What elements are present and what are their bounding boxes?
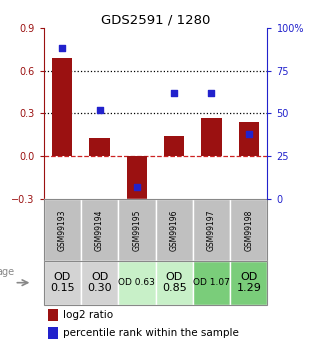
Text: OD 1.07: OD 1.07 [193,278,230,287]
Text: age: age [0,267,14,277]
Text: GSM99195: GSM99195 [132,209,141,251]
Text: OD
0.15: OD 0.15 [50,272,75,294]
FancyBboxPatch shape [118,199,156,260]
Text: OD
0.85: OD 0.85 [162,272,187,294]
Title: GDS2591 / 1280: GDS2591 / 1280 [101,13,210,27]
FancyBboxPatch shape [230,260,267,305]
Point [246,131,251,137]
Point [172,90,177,96]
Text: log2 ratio: log2 ratio [63,310,113,320]
Point [134,185,139,190]
FancyBboxPatch shape [156,260,193,305]
Bar [164,136,184,156]
Text: GSM99196: GSM99196 [170,209,179,251]
Text: GSM99197: GSM99197 [207,209,216,251]
FancyBboxPatch shape [193,260,230,305]
FancyBboxPatch shape [44,260,81,305]
Bar [127,156,147,206]
Bar [48,309,58,321]
FancyBboxPatch shape [81,199,118,260]
Bar [89,138,110,156]
FancyBboxPatch shape [44,199,81,260]
Bar [52,58,72,156]
FancyBboxPatch shape [193,199,230,260]
Text: GSM99198: GSM99198 [244,209,253,250]
FancyBboxPatch shape [118,260,156,305]
Point [60,46,65,51]
Point [97,107,102,113]
FancyBboxPatch shape [81,260,118,305]
Text: percentile rank within the sample: percentile rank within the sample [63,328,239,338]
Text: OD
0.30: OD 0.30 [87,272,112,294]
Text: GSM99193: GSM99193 [58,209,67,251]
FancyBboxPatch shape [156,199,193,260]
Text: GSM99194: GSM99194 [95,209,104,251]
Text: OD
1.29: OD 1.29 [236,272,261,294]
Bar [201,118,222,156]
FancyBboxPatch shape [230,199,267,260]
Point [209,90,214,96]
Text: OD 0.63: OD 0.63 [118,278,155,287]
Bar [239,122,259,156]
Bar [48,327,58,339]
